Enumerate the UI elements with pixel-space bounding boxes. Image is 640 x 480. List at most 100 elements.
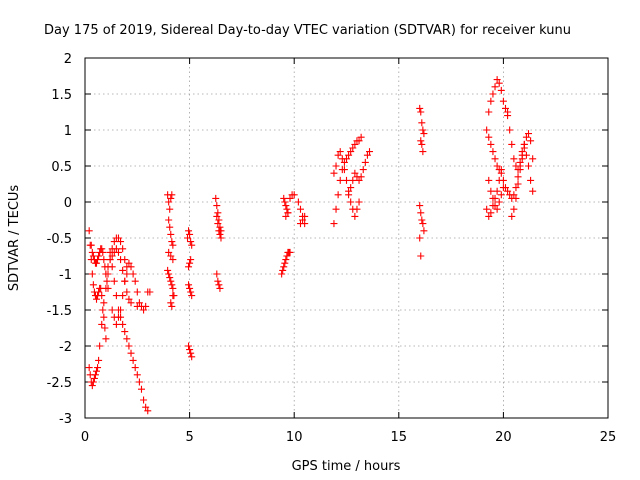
data-point <box>125 342 133 350</box>
data-point <box>114 248 122 256</box>
data-point <box>93 295 101 303</box>
data-point <box>119 245 127 253</box>
data-point <box>283 252 291 260</box>
data-point <box>108 252 116 260</box>
data-point <box>489 90 497 98</box>
data-point <box>117 238 125 246</box>
data-point <box>343 176 350 184</box>
data-point <box>110 238 118 246</box>
y-tick-label: 0 <box>64 196 72 211</box>
data-point <box>93 259 101 267</box>
data-point <box>127 299 135 307</box>
data-point <box>140 396 148 404</box>
data-point <box>332 205 340 213</box>
data-point <box>215 281 223 289</box>
data-point <box>361 158 369 166</box>
data-point <box>98 245 106 253</box>
data-point <box>416 104 424 112</box>
data-point <box>294 198 302 206</box>
data-point <box>351 140 359 148</box>
data-point <box>121 277 129 285</box>
data-point <box>347 198 355 206</box>
data-point <box>187 256 195 264</box>
data-point <box>119 320 127 328</box>
data-point <box>281 198 289 206</box>
data-point <box>168 302 176 310</box>
data-point <box>187 288 195 296</box>
data-point <box>119 292 127 300</box>
data-point <box>212 194 220 202</box>
x-tick-label: 10 <box>286 430 303 445</box>
data-point <box>330 169 338 177</box>
data-point <box>99 248 107 256</box>
data-point <box>529 187 537 195</box>
data-point <box>516 158 524 166</box>
data-point <box>522 151 530 159</box>
y-tick-label: -1.5 <box>47 304 72 319</box>
data-point <box>286 194 294 202</box>
data-point <box>110 277 118 285</box>
data-point <box>282 212 290 220</box>
data-point <box>491 83 499 91</box>
data-point <box>336 176 344 184</box>
data-point <box>117 256 125 264</box>
chart-title: Day 175 of 2019, Sidereal Day-to-day VTE… <box>44 23 571 38</box>
data-point <box>167 277 175 285</box>
data-point <box>100 299 108 307</box>
data-point <box>483 126 491 134</box>
data-point <box>282 256 290 264</box>
data-point <box>495 166 503 174</box>
data-point <box>418 216 426 224</box>
data-point <box>104 263 112 271</box>
data-point <box>167 252 175 260</box>
data-point <box>101 324 109 332</box>
data-point <box>144 407 152 415</box>
data-point <box>89 281 97 289</box>
data-point <box>334 191 342 199</box>
data-point <box>510 155 518 163</box>
data-point <box>522 133 530 141</box>
data-point <box>185 227 193 235</box>
data-point <box>168 238 176 246</box>
x-tick-label: 15 <box>391 430 408 445</box>
data-point <box>497 191 505 199</box>
data-point <box>214 209 222 217</box>
data-point <box>87 241 95 249</box>
data-point <box>188 353 196 361</box>
data-point <box>168 191 176 199</box>
y-tick-label: -2.5 <box>47 376 72 391</box>
data-point <box>137 385 145 393</box>
data-point <box>166 223 174 231</box>
data-point <box>351 212 359 220</box>
data-point <box>420 130 428 138</box>
data-point <box>527 137 535 145</box>
data-point <box>166 274 174 282</box>
grid <box>85 58 608 418</box>
data-point <box>485 133 493 141</box>
data-point <box>525 162 533 170</box>
data-point <box>280 263 288 271</box>
data-point <box>216 223 224 231</box>
data-point <box>88 248 96 256</box>
data-point <box>95 356 103 364</box>
data-point <box>112 245 120 253</box>
data-point <box>489 202 497 210</box>
data-point <box>284 209 292 217</box>
data-point <box>489 148 497 156</box>
data-point <box>216 230 224 238</box>
data-point <box>186 259 194 267</box>
data-point <box>419 148 427 156</box>
data-point <box>88 382 96 390</box>
data-point <box>121 328 129 336</box>
data-point <box>525 130 533 138</box>
y-tick-label: 1 <box>64 124 72 139</box>
data-point <box>167 299 175 307</box>
data-point <box>140 306 148 314</box>
data-point <box>114 234 122 242</box>
data-point <box>485 176 493 184</box>
y-tick-label: -1 <box>59 268 72 283</box>
data-point <box>416 234 424 242</box>
data-point <box>510 205 518 213</box>
data-point <box>146 288 154 296</box>
data-point <box>299 216 307 224</box>
